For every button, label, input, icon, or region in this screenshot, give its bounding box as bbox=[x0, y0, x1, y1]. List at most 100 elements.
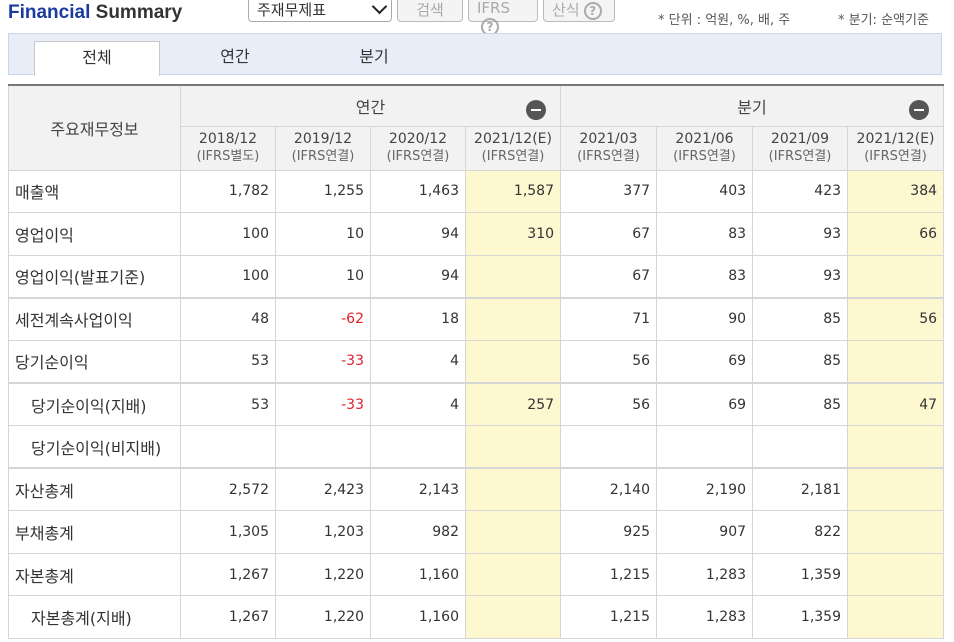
table-cell bbox=[464, 552, 562, 597]
table-cell: 982 bbox=[370, 510, 466, 554]
tab-all[interactable]: 전체 bbox=[34, 41, 160, 76]
group-header-quarterly: 분기 bbox=[560, 84, 945, 127]
period-basis: (IFRS연결) bbox=[291, 149, 355, 164]
table-cell bbox=[464, 254, 562, 299]
row-label: 자본총계(지배) bbox=[8, 595, 181, 640]
period-date: 2019/12 bbox=[293, 131, 353, 147]
period-basis: (IFRS연결) bbox=[864, 149, 927, 164]
period-date: 2021/03 bbox=[579, 131, 638, 147]
period-header: 2021/06 (IFRS연결) bbox=[656, 125, 754, 171]
period-date: 2021/06 bbox=[675, 131, 734, 147]
table-cell: 1,283 bbox=[656, 595, 754, 640]
table-cell bbox=[752, 425, 849, 469]
table-cell: 2,140 bbox=[560, 467, 658, 512]
period-header: 2021/09 (IFRS연결) bbox=[752, 125, 849, 171]
top-bar: Financial Summary 주재무제표 검색 IFRS? 산식? * 단… bbox=[0, 0, 954, 36]
tab-annual[interactable]: 연간 bbox=[220, 47, 250, 66]
collapse-icon[interactable] bbox=[909, 100, 930, 120]
period-header: 2018/12 (IFRS별도) bbox=[180, 125, 276, 171]
table-row: 당기순이익(비지배) bbox=[8, 425, 945, 469]
table-cell: 1,215 bbox=[560, 595, 658, 640]
table-cell: 53 bbox=[180, 381, 276, 427]
search-button[interactable]: 검색 bbox=[397, 0, 463, 22]
row-label: 영업이익 bbox=[8, 212, 181, 256]
tab-bar: 전체 연간 분기 bbox=[8, 33, 942, 76]
period-date: 2021/12(E) bbox=[474, 131, 552, 147]
table-cell: 67 bbox=[560, 254, 658, 299]
period-header: 2019/12 (IFRS연결) bbox=[275, 125, 371, 171]
period-basis: (IFRS연결) bbox=[481, 149, 545, 164]
page-title: Financial Summary bbox=[8, 2, 182, 24]
table-cell bbox=[464, 510, 562, 554]
row-label: 부채총계 bbox=[8, 510, 181, 554]
table-cell: 2,181 bbox=[752, 467, 849, 512]
table-cell: 1,283 bbox=[656, 552, 754, 597]
ifrs-help-button[interactable]: IFRS? bbox=[468, 0, 538, 36]
table-cell: 1,782 bbox=[180, 169, 276, 214]
table-cell: 1,267 bbox=[180, 552, 276, 597]
formula-label: 산식 bbox=[552, 1, 580, 19]
table-cell: 100 bbox=[180, 212, 276, 256]
table-cell bbox=[656, 425, 754, 469]
tab-quarterly[interactable]: 분기 bbox=[359, 47, 389, 66]
table-row: 자본총계 1,267 1,220 1,160 1,215 1,283 1,359 bbox=[8, 552, 945, 597]
group-header-annual: 연간 bbox=[179, 84, 562, 127]
table-cell bbox=[560, 425, 658, 469]
row-label: 자산총계 bbox=[8, 467, 181, 512]
table-cell bbox=[370, 425, 466, 469]
table-row: 매출액 1,782 1,255 1,463 1,587 377 403 423 384 bbox=[8, 169, 945, 214]
row-label: 당기순이익(비지배) bbox=[8, 425, 181, 469]
table-cell: 403 bbox=[656, 169, 754, 214]
table-cell: 1,267 bbox=[180, 595, 276, 640]
table-cell: 94 bbox=[370, 254, 466, 299]
table-cell: 2,190 bbox=[656, 467, 754, 512]
table-cell: 56 bbox=[560, 381, 658, 427]
unit-note: * 단위 : 억원, %, 배, 주 bbox=[658, 13, 791, 28]
table-row: 영업이익(발표기준) 100 10 94 67 83 93 bbox=[8, 254, 945, 299]
collapse-icon[interactable] bbox=[526, 100, 547, 120]
table-cell bbox=[275, 425, 371, 469]
table-cell: 423 bbox=[752, 169, 849, 214]
table-cell: 85 bbox=[752, 296, 849, 341]
row-label: 세전계속사업이익 bbox=[8, 296, 181, 341]
statement-select[interactable]: 주재무제표 bbox=[248, 0, 392, 22]
table-cell bbox=[847, 339, 945, 384]
formula-help-button[interactable]: 산식? bbox=[543, 0, 615, 22]
chevron-down-icon bbox=[371, 0, 388, 15]
table-cell bbox=[847, 254, 945, 299]
table-cell: 10 bbox=[275, 254, 371, 299]
period-date: 2021/09 bbox=[770, 131, 830, 147]
period-header: 2021/12(E) (IFRS연결) bbox=[847, 125, 945, 171]
table-cell: 93 bbox=[752, 254, 849, 299]
table-cell bbox=[464, 296, 562, 341]
table-row: 자산총계 2,572 2,423 2,143 2,140 2,190 2,181 bbox=[8, 467, 945, 512]
table-cell bbox=[847, 595, 945, 640]
table-cell: 85 bbox=[752, 339, 849, 384]
table-row: 부채총계 1,305 1,203 982 925 907 822 bbox=[8, 510, 945, 554]
table-cell: 2,423 bbox=[275, 467, 371, 512]
table-cell: 907 bbox=[656, 510, 754, 554]
table-cell: 1,359 bbox=[752, 552, 849, 597]
period-basis: (IFRS연결) bbox=[386, 149, 450, 164]
table-cell: 66 bbox=[847, 212, 945, 256]
title-financial: Financial bbox=[8, 2, 91, 23]
row-label: 영업이익(발표기준) bbox=[8, 254, 181, 299]
table-cell: 90 bbox=[656, 296, 754, 341]
period-header: 2020/12 (IFRS연결) bbox=[370, 125, 466, 171]
table-cell bbox=[847, 510, 945, 554]
table-cell bbox=[464, 595, 562, 640]
period-header: 2021/12(E) (IFRS연결) bbox=[464, 125, 562, 171]
table-cell: 1,203 bbox=[275, 510, 371, 554]
period-basis: (IFRS연결) bbox=[768, 149, 832, 164]
table-cell: 18 bbox=[370, 296, 466, 341]
table-cell: 1,305 bbox=[180, 510, 276, 554]
table-cell: -62 bbox=[275, 296, 371, 341]
table-row: 자본총계(지배) 1,267 1,220 1,160 1,215 1,283 1,359 bbox=[8, 595, 945, 640]
table-cell: 1,220 bbox=[275, 552, 371, 597]
table-cell: 56 bbox=[560, 339, 658, 384]
table-cell bbox=[847, 467, 945, 512]
table-cell: 94 bbox=[370, 212, 466, 256]
table-cell: 48 bbox=[180, 296, 276, 341]
table-cell: 2,143 bbox=[370, 467, 466, 512]
table-cell: 822 bbox=[752, 510, 849, 554]
